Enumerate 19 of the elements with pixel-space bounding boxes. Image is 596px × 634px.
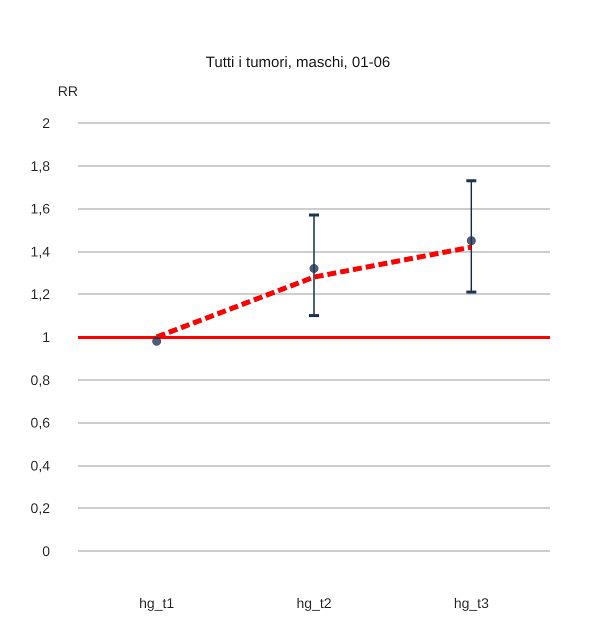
point [310,264,318,274]
y-tick-label: 0,8 [30,372,50,388]
x-tick-label: hg_t3 [454,595,490,611]
x-tick-label: hg_t2 [296,595,332,611]
y-tick-label: 0,2 [30,500,50,516]
x-tick-label: hg_t1 [139,595,174,611]
point [152,336,162,346]
y-tick-label: 1 [42,329,50,345]
y-tick-label: 0,6 [30,414,50,431]
y-tick-label: 0 [42,543,50,559]
y-tick-label: 2 [42,115,50,131]
y-tick-label: 1,4 [30,243,50,260]
y-tick-label: 1,2 [30,286,50,302]
y-tick-label: 0,4 [30,457,50,474]
y-tick-label: 1,6 [30,200,50,217]
point [466,236,476,246]
y-tick-label: 1,8 [30,158,50,174]
chart-title: Tutti i tumori, maschi, 01-06 [206,54,390,71]
y-axis-title: RR [58,83,78,99]
